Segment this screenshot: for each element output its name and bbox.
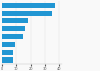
Bar bbox=[2, 42, 15, 47]
Bar bbox=[2, 3, 55, 8]
Bar bbox=[2, 26, 25, 31]
Bar bbox=[2, 50, 13, 55]
Bar bbox=[2, 11, 52, 16]
Bar bbox=[2, 18, 28, 24]
Bar bbox=[2, 34, 23, 39]
Bar bbox=[2, 57, 13, 63]
